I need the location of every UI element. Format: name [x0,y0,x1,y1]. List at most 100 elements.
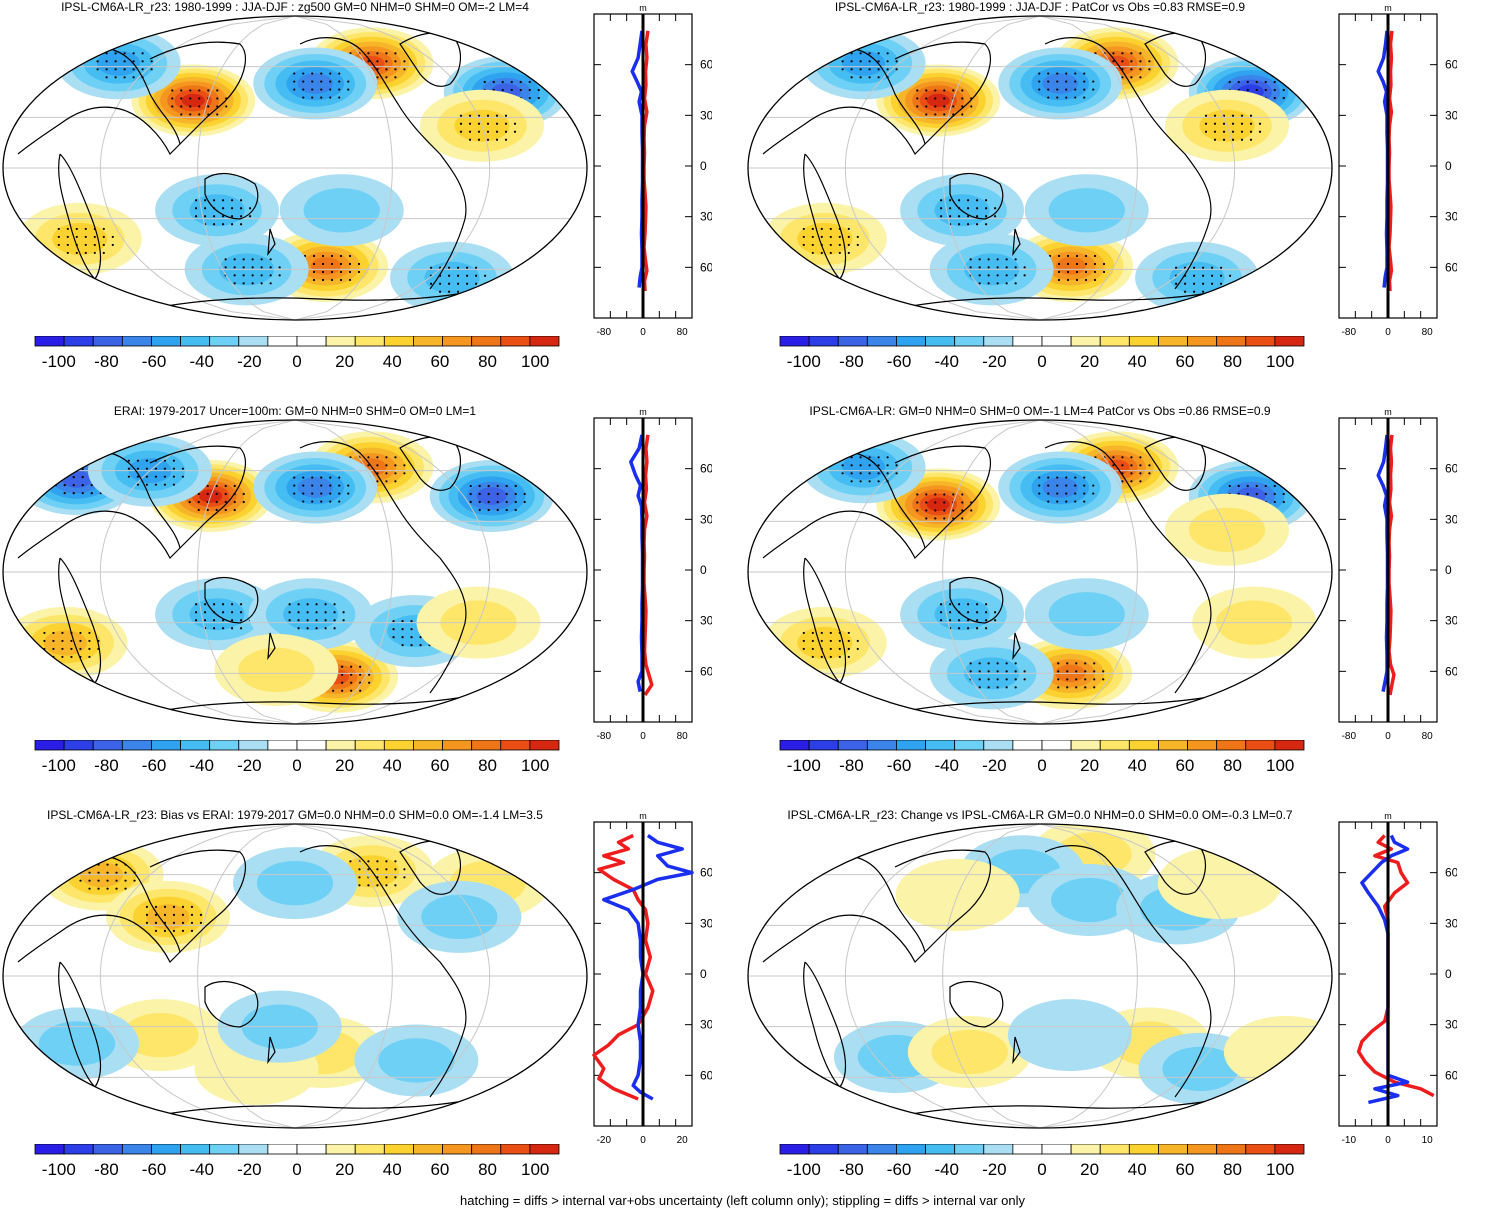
panel-4-title: IPSL-CM6A-LR: GM=0 NHM=0 SHM=0 OM=-1 LM=… [809,404,1271,418]
profile-unit: m [639,3,647,13]
coastline-5 [1044,441,1212,694]
coastline-7 [149,291,471,310]
colorbar-swatch [1128,740,1159,751]
colorbar-tick-label: -100 [787,1160,821,1179]
coastline-4 [1012,228,1021,257]
meridian-line [197,824,296,1128]
coastline-4 [267,1036,276,1065]
anomaly-negative-4 [801,431,926,504]
colorbar-swatch [92,1144,123,1155]
colorbar-swatch [354,336,385,347]
colorbar-tick-label: 60 [1175,1160,1194,1179]
panel-4-profile: m 60N 30N 0 30S 60S -80 0 80 [1338,407,1457,742]
colorbar-tick-label: 20 [1080,756,1099,775]
meridian-line [942,420,1041,724]
profile-lat-label: 0 [1445,563,1452,577]
colorbar-swatch [1274,1144,1305,1155]
profile-lat-label: 60S [1445,260,1457,274]
colorbar-tick-label: 80 [1223,352,1242,371]
panel-3: ERAI: 1979-2017 Uncer=100m: GM=0 NHM=0 S… [0,404,740,807]
colorbar-tick-label: 40 [383,1160,402,1179]
colorbar-swatch [1099,1144,1130,1155]
colorbar-tick-label: 100 [1266,352,1294,371]
coastline-3 [204,576,259,624]
profile-lat-label: 30N [700,916,712,930]
colorbar-swatch [471,336,502,347]
profile-lat-label: 30S [1445,614,1457,628]
colorbar-swatch [1245,740,1276,751]
meridian-line [844,16,1041,320]
coastline-3 [204,980,259,1028]
colorbar-tick-label: -80 [94,1160,119,1179]
panel-2: IPSL-CM6A-LR_r23: 1980-1999 : JJA-DJF : … [745,0,1485,403]
meridian-line [99,420,296,724]
colorbar-swatch [866,740,897,751]
profile-lat-label: 60S [700,664,712,678]
colorbar-tick-label: 0 [292,1160,301,1179]
coastline-2 [894,849,992,953]
anomaly-positive-1 [105,880,230,953]
profile-x-tick-label: -80 [1342,327,1357,338]
colorbar-tick-label: 100 [521,352,549,371]
coastline-7 [149,1099,471,1118]
meridian-line [99,16,296,320]
stippling-5 [1204,114,1262,141]
colorbar-tick-label: 60 [430,352,449,371]
colorbar-swatch [1099,740,1130,751]
profile-x-tick-label: 0 [640,327,646,338]
panel-4-map [747,419,1333,725]
colorbar-swatch [383,1144,414,1155]
coastline-7 [894,1099,1216,1118]
colorbar-swatch [1128,1144,1159,1155]
colorbar-swatch [1187,336,1218,347]
colorbar-tick-label: 60 [430,756,449,775]
colorbar-tick-label: -40 [934,1160,959,1179]
colorbar-swatch [471,1144,502,1155]
profile-x-tick-label: 0 [640,731,646,742]
meridian-line [294,420,393,724]
coastline-7 [894,291,1216,310]
colorbar-swatch [267,1144,298,1155]
colorbar-swatch [383,336,414,347]
colorbar-tick-label: -20 [982,1160,1007,1179]
panel-6-title: IPSL-CM6A-LR_r23: Change vs IPSL-CM6A-LR… [787,808,1293,822]
meridian-line [1039,824,1138,1128]
coastline-5 [299,37,467,290]
profile-unit: m [1384,811,1392,821]
coastline-3 [949,576,1004,624]
anomaly-positive-11 [214,633,339,706]
coastline-3 [949,980,1004,1028]
colorbar-tick-label: -40 [934,352,959,371]
colorbar-tick-label: 20 [335,1160,354,1179]
colorbar-swatch [442,740,473,751]
colorbar-tick-label: -100 [42,352,76,371]
colorbar-swatch [983,740,1014,751]
colorbar-tick-label: 80 [478,756,497,775]
meridian-line [294,824,393,1128]
colorbar-swatch [180,740,211,751]
colorbar-swatch [1012,740,1043,751]
colorbar-tick-label: 60 [1175,352,1194,371]
profile-lat-label: 60N [700,866,712,880]
anomaly-negative-2 [998,451,1123,524]
colorbar-swatch [354,740,385,751]
panel-5-title: IPSL-CM6A-LR_r23: Bias vs ERAI: 1979-201… [47,808,543,822]
profile-lat-label: 30N [700,108,712,122]
profile-unit: m [639,811,647,821]
colorbar-swatch [1245,336,1276,347]
coastline-2 [894,41,992,145]
panel-5-colorbar: -100 -80 -60 -40 -20 0 20 40 60 80 100 [34,1144,560,1179]
profile-x-tick-label: 80 [1422,327,1434,338]
colorbar-swatch [1158,336,1188,347]
colorbar-tick-label: 80 [478,1160,497,1179]
colorbar-swatch [442,1144,473,1155]
stippling-10 [969,258,1026,285]
profile-x-tick-label: 80 [677,731,689,742]
stippling-1 [1094,456,1151,483]
map-border [2,15,588,321]
colorbar-swatch [121,336,152,347]
colorbar-swatch [238,1144,269,1155]
colorbar-swatch [209,740,240,751]
panel-3-colorbar: -100 -80 -60 -40 -20 0 20 40 60 80 100 [34,740,560,775]
coastline-5 [1044,845,1212,1098]
